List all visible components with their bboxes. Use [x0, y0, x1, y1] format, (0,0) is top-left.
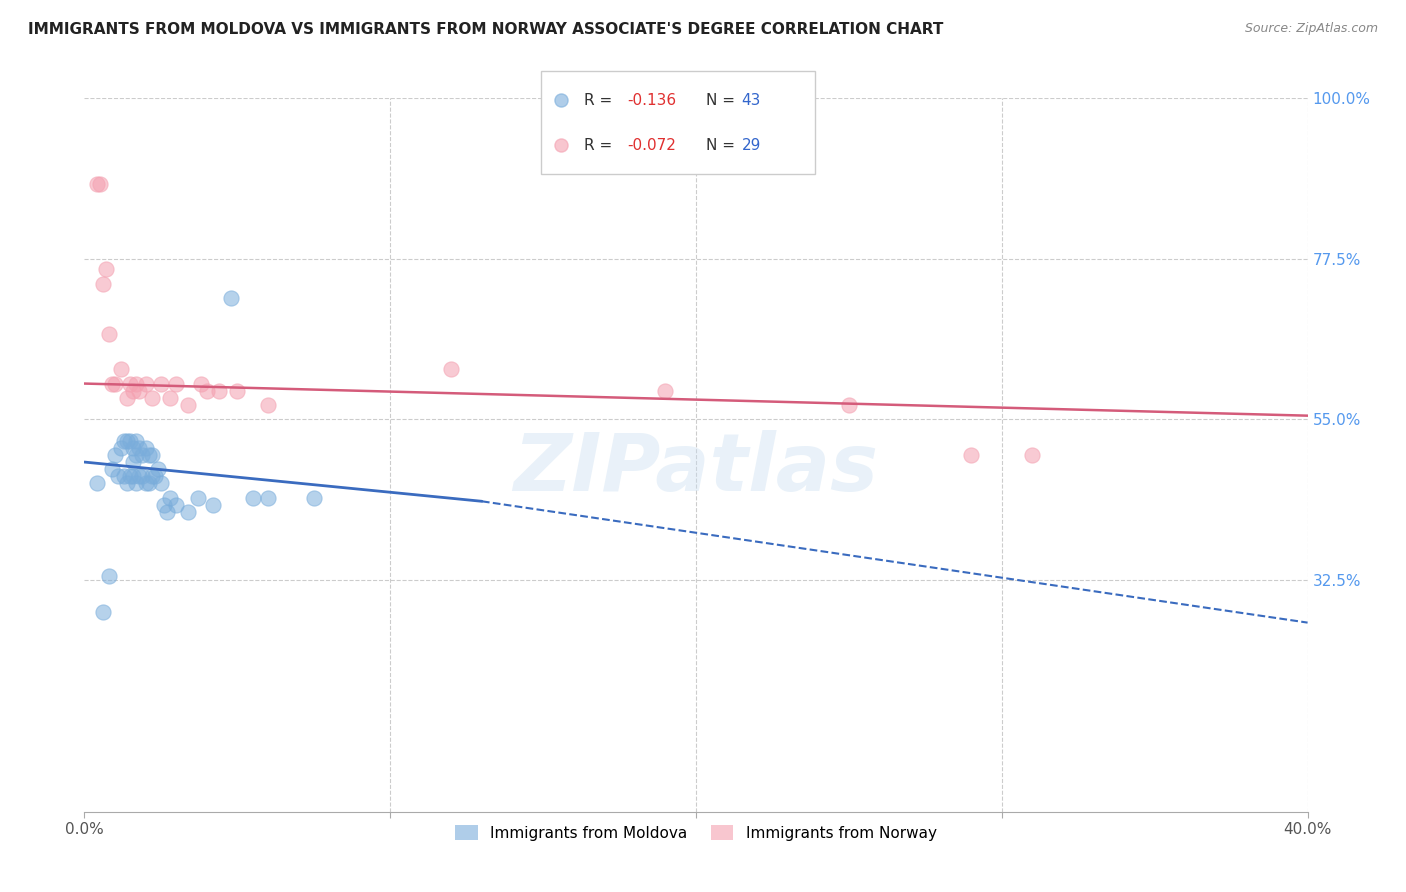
Text: ZIPatlas: ZIPatlas — [513, 430, 879, 508]
Point — [201, 498, 224, 512]
Point — [960, 448, 983, 462]
Point — [208, 384, 231, 398]
Point — [146, 462, 169, 476]
Point — [104, 448, 127, 462]
Point — [156, 505, 179, 519]
Point — [550, 93, 572, 107]
Point — [101, 376, 124, 391]
Point — [91, 605, 114, 619]
Text: R =: R = — [583, 93, 617, 108]
Point — [153, 498, 176, 512]
Point — [177, 398, 200, 412]
Point — [122, 455, 145, 469]
Text: 43: 43 — [741, 93, 761, 108]
Point — [138, 476, 160, 491]
Point — [94, 262, 117, 277]
Point — [120, 469, 142, 483]
Point — [135, 376, 157, 391]
Point — [97, 569, 120, 583]
Point — [97, 326, 120, 341]
Text: -0.136: -0.136 — [627, 93, 676, 108]
Point — [107, 469, 129, 483]
Point — [654, 384, 676, 398]
Point — [125, 448, 148, 462]
Text: 29: 29 — [741, 137, 761, 153]
Point — [115, 476, 138, 491]
Point — [141, 469, 163, 483]
Point — [242, 491, 264, 505]
Point — [131, 448, 153, 462]
Point — [110, 362, 132, 376]
Point — [838, 398, 860, 412]
Point — [112, 469, 135, 483]
Point — [135, 441, 157, 455]
Point — [190, 376, 212, 391]
Point — [125, 434, 148, 448]
Point — [122, 384, 145, 398]
Point — [86, 476, 108, 491]
Point — [128, 384, 150, 398]
Point — [128, 441, 150, 455]
Text: N =: N = — [706, 93, 740, 108]
Point — [165, 376, 187, 391]
Text: R =: R = — [583, 137, 617, 153]
Point — [1021, 448, 1043, 462]
Point — [125, 376, 148, 391]
Point — [122, 469, 145, 483]
Point — [120, 434, 142, 448]
Point — [112, 434, 135, 448]
Point — [110, 441, 132, 455]
Text: -0.072: -0.072 — [627, 137, 676, 153]
FancyBboxPatch shape — [541, 71, 815, 174]
Point — [550, 138, 572, 153]
Text: IMMIGRANTS FROM MOLDOVA VS IMMIGRANTS FROM NORWAY ASSOCIATE'S DEGREE CORRELATION: IMMIGRANTS FROM MOLDOVA VS IMMIGRANTS FR… — [28, 22, 943, 37]
Point — [159, 391, 181, 405]
Point — [165, 498, 187, 512]
Point — [141, 391, 163, 405]
Point — [257, 491, 280, 505]
Point — [125, 476, 148, 491]
Point — [177, 505, 200, 519]
Point — [104, 376, 127, 391]
Point — [195, 384, 218, 398]
Point — [257, 398, 280, 412]
Point — [149, 376, 172, 391]
Point — [115, 434, 138, 448]
Point — [131, 469, 153, 483]
Point — [101, 462, 124, 476]
Point — [440, 362, 463, 376]
Point — [159, 491, 181, 505]
Point — [120, 376, 142, 391]
Text: N =: N = — [706, 137, 740, 153]
Point — [141, 448, 163, 462]
Point — [149, 476, 172, 491]
Legend: Immigrants from Moldova, Immigrants from Norway: Immigrants from Moldova, Immigrants from… — [449, 819, 943, 847]
Point — [138, 448, 160, 462]
Point — [122, 441, 145, 455]
Point — [86, 177, 108, 191]
Point — [186, 491, 208, 505]
Point — [91, 277, 114, 291]
Point — [302, 491, 325, 505]
Point — [226, 384, 249, 398]
Point — [89, 177, 111, 191]
Point — [135, 476, 157, 491]
Text: Source: ZipAtlas.com: Source: ZipAtlas.com — [1244, 22, 1378, 36]
Point — [219, 291, 242, 305]
Point — [115, 391, 138, 405]
Point — [128, 469, 150, 483]
Point — [143, 469, 166, 483]
